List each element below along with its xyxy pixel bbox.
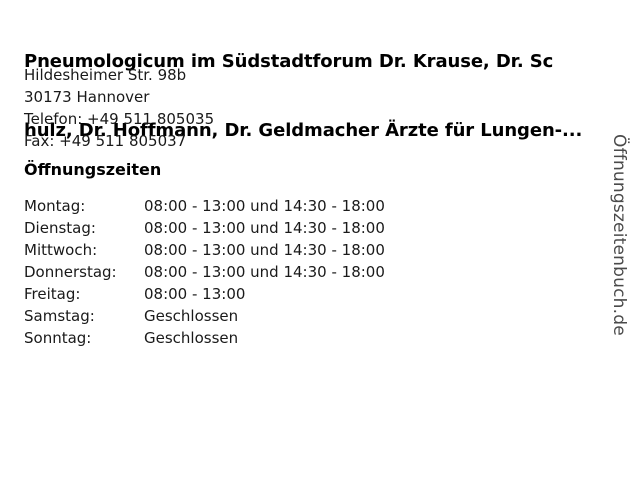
hours-day-label: Donnerstag: [24,263,117,281]
table-row: Dienstag: 08:00 - 13:00 und 14:30 - 18:0… [24,217,464,239]
site-watermark: Öffnungszeitenbuch.de [608,134,630,344]
table-row: Sonntag: Geschlossen [24,327,464,349]
hours-day-label: Montag: [24,197,86,215]
hours-time-value: Geschlossen [144,307,239,325]
hours-time-value: 08:00 - 13:00 und 14:30 - 18:00 [144,197,385,215]
hours-day-label: Freitag: [24,285,81,303]
address-block: Hildesheimer Str. 98b 30173 Hannover Tel… [24,64,214,152]
table-row: Samstag: Geschlossen [24,305,464,327]
hours-day-label: Samstag: [24,307,95,325]
address-city: 30173 Hannover [24,88,150,106]
hours-time-value: 08:00 - 13:00 und 14:30 - 18:00 [144,241,385,259]
hours-time-value: 08:00 - 13:00 [144,285,246,303]
address-phone: Telefon: +49 511 805035 [24,110,215,128]
table-row: Donnerstag: 08:00 - 13:00 und 14:30 - 18… [24,261,464,283]
hours-day-label: Mittwoch: [24,241,98,259]
page-title-line-2: hulz, Dr. Hoffmann, Dr. Geldmacher Ärzte… [24,120,583,141]
site-watermark-label: Öffnungszeitenbuch.de [609,134,629,336]
hours-day-label: Dienstag: [24,219,96,237]
hours-time-value: 08:00 - 13:00 und 14:30 - 18:00 [144,219,385,237]
hours-day-label: Sonntag: [24,329,92,347]
page-title: Pneumologicum im Südstadtforum Dr. Kraus… [24,4,624,188]
address-street: Hildesheimer Str. 98b [24,66,187,84]
address-fax: Fax: +49 511 805037 [24,132,187,150]
hours-time-value: 08:00 - 13:00 und 14:30 - 18:00 [144,263,385,281]
opening-hours-table: Montag: 08:00 - 13:00 und 14:30 - 18:00 … [24,195,464,349]
table-row: Freitag: 08:00 - 13:00 [24,283,464,305]
table-row: Mittwoch: 08:00 - 13:00 und 14:30 - 18:0… [24,239,464,261]
table-row: Montag: 08:00 - 13:00 und 14:30 - 18:00 [24,195,464,217]
hours-time-value: Geschlossen [144,329,239,347]
opening-hours-heading: Öffnungszeiten [24,160,162,179]
page-title-line-1: Pneumologicum im Südstadtforum Dr. Kraus… [24,51,554,72]
